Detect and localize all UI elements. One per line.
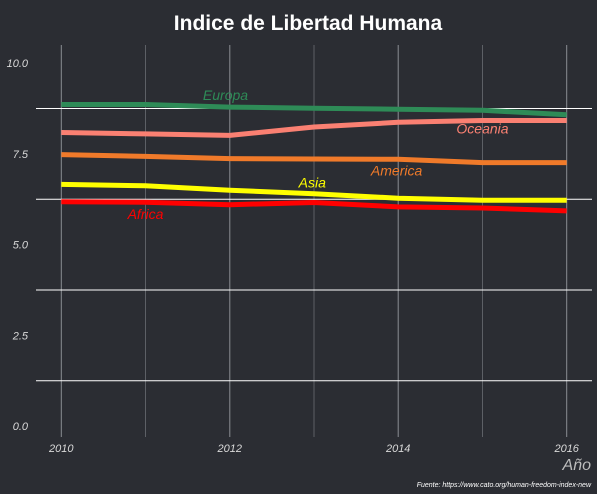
chart-title: Indice de Libertad Humana [174,12,443,35]
y-tick-label: 5.0 [13,240,29,252]
series-label-asia: Asia [298,175,326,191]
y-tick-label: 2.5 [12,330,29,342]
y-tick-label: 10.0 [7,58,29,70]
series-labels: Europa Oceania America Asia Africa [127,87,509,222]
series-line-europa [61,102,567,118]
series-line-america [61,152,567,166]
series-label-oceania: Oceania [456,121,508,137]
series-line-oceania [61,118,567,138]
series-label-africa: Africa [127,206,164,222]
x-tick-label: 2012 [217,443,242,455]
y-tick-label: 0.0 [13,421,29,433]
y-tick-label: 7.5 [13,149,29,161]
series-lines [61,102,567,214]
series-line-asia [61,181,567,203]
source-caption: Fuente: https://www.cato.org/human-freed… [417,482,592,489]
x-tick-label: 2016 [553,443,579,455]
x-tick-label: 2014 [385,443,410,455]
axes: 0.0 2.5 5.0 7.5 10.0 2010 2012 2014 2016 [7,58,580,455]
series-line-africa [61,199,567,214]
x-axis-label: Año [562,457,592,474]
x-tick-label: 2010 [48,443,74,455]
series-label-america: America [370,162,423,178]
series-label-europa: Europa [203,87,248,103]
